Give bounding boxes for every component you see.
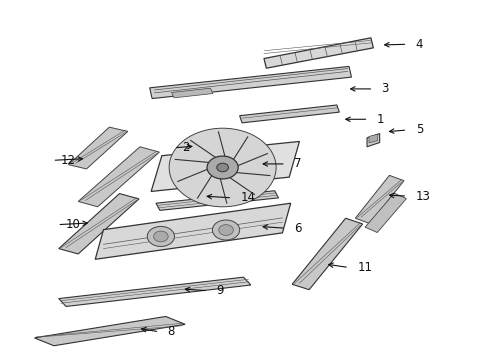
Polygon shape: [171, 88, 212, 98]
Text: 6: 6: [293, 222, 301, 235]
Text: 9: 9: [216, 284, 224, 297]
Circle shape: [218, 225, 233, 235]
Polygon shape: [368, 134, 377, 143]
Polygon shape: [291, 218, 362, 290]
Polygon shape: [59, 277, 250, 306]
Polygon shape: [239, 105, 339, 123]
Polygon shape: [34, 316, 185, 346]
Circle shape: [216, 163, 228, 172]
Text: 4: 4: [415, 38, 422, 51]
Text: 2: 2: [182, 141, 189, 154]
Polygon shape: [59, 194, 139, 254]
Circle shape: [153, 231, 168, 242]
Text: 7: 7: [293, 157, 301, 170]
Polygon shape: [355, 175, 403, 224]
Text: 5: 5: [415, 123, 422, 136]
Polygon shape: [95, 203, 290, 259]
Circle shape: [206, 156, 238, 179]
Circle shape: [147, 226, 174, 247]
Text: 10: 10: [65, 218, 81, 231]
Text: 13: 13: [415, 190, 429, 203]
Polygon shape: [366, 134, 379, 147]
Polygon shape: [151, 141, 299, 192]
Text: 14: 14: [240, 192, 255, 204]
Text: 12: 12: [61, 154, 76, 167]
Text: 11: 11: [357, 261, 371, 274]
Text: 3: 3: [381, 82, 388, 95]
Polygon shape: [190, 139, 205, 147]
Polygon shape: [78, 147, 159, 207]
Circle shape: [212, 220, 239, 240]
Polygon shape: [68, 127, 127, 169]
Polygon shape: [264, 38, 372, 68]
Text: 1: 1: [376, 113, 384, 126]
Circle shape: [169, 128, 276, 207]
Polygon shape: [149, 66, 351, 99]
Polygon shape: [203, 146, 219, 154]
Text: 8: 8: [167, 325, 175, 338]
Polygon shape: [156, 191, 278, 210]
Polygon shape: [365, 193, 406, 233]
